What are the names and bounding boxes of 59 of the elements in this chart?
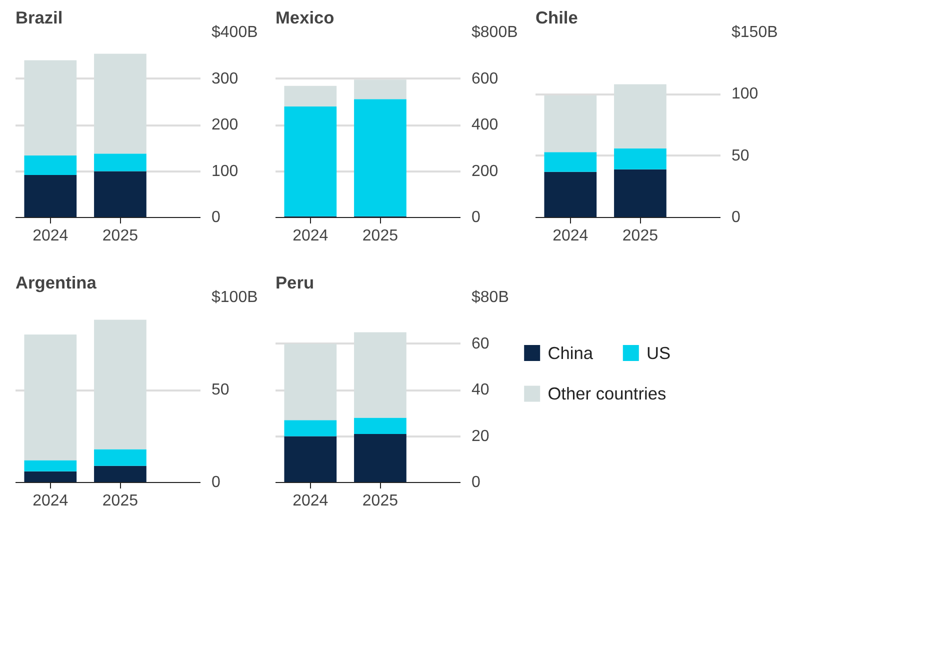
y-tick-label: 60 — [472, 335, 490, 352]
y-tick-label: 20 — [472, 428, 490, 445]
bar — [544, 152, 597, 172]
legend-label: China — [548, 343, 594, 363]
bar — [284, 86, 337, 106]
y-tick-label: 0 — [732, 209, 740, 226]
y-tick-label: 0 — [212, 209, 220, 226]
x-tick-label: 2024 — [292, 228, 328, 244]
bar — [94, 171, 146, 218]
bar — [284, 436, 337, 482]
y-tick-label: $100B — [212, 289, 258, 306]
y-tick-label: $150B — [732, 24, 778, 41]
x-tick-label: 2025 — [362, 492, 398, 510]
bar — [24, 471, 77, 482]
bar — [354, 99, 406, 216]
bar — [94, 154, 146, 172]
y-tick-label: 0 — [212, 474, 220, 491]
chart-title: Peru — [276, 272, 314, 292]
bar — [94, 466, 146, 482]
y-tick-label: 100 — [212, 162, 238, 180]
x-tick-label: 2025 — [102, 228, 138, 244]
legend-label: Other countries — [548, 384, 666, 404]
y-tick-label: 200 — [472, 162, 498, 180]
chart-title: Chile — [536, 8, 578, 28]
bar — [614, 169, 666, 218]
bar — [614, 148, 666, 170]
y-tick-label: $80B — [472, 289, 509, 306]
y-tick-label: 0 — [472, 474, 480, 491]
x-tick-label: 2024 — [32, 492, 68, 510]
y-tick-label: 400 — [472, 116, 498, 134]
x-tick-label: 2024 — [552, 228, 588, 244]
x-tick-label: 2024 — [32, 228, 68, 244]
y-tick-label: 300 — [212, 70, 238, 88]
x-tick-label: 2025 — [622, 228, 658, 244]
y-tick-label: 200 — [212, 116, 238, 134]
bar — [24, 174, 77, 218]
chart-title: Mexico — [276, 8, 334, 28]
y-tick-label: $800B — [472, 24, 518, 41]
bar — [354, 418, 406, 434]
y-tick-label: 50 — [732, 147, 750, 164]
y-tick-label: $400B — [212, 24, 258, 41]
bar — [284, 106, 337, 216]
bar — [284, 420, 337, 436]
y-tick-label: 40 — [472, 382, 490, 398]
chart-title: Argentina — [16, 272, 97, 292]
legend-label: US — [646, 343, 671, 363]
x-tick-label: 2025 — [362, 228, 398, 244]
bar — [94, 449, 146, 466]
y-tick-label: 100 — [732, 86, 758, 103]
x-tick-label: 2025 — [102, 492, 138, 510]
y-tick-label: 0 — [472, 209, 480, 226]
chart-title: Brazil — [16, 8, 63, 28]
y-tick-label: 50 — [212, 382, 230, 398]
bar — [354, 434, 406, 482]
y-tick-label: 600 — [472, 70, 498, 88]
x-tick-label: 2024 — [292, 492, 328, 510]
bar — [24, 156, 77, 175]
bar — [544, 172, 597, 218]
bar — [24, 460, 77, 472]
